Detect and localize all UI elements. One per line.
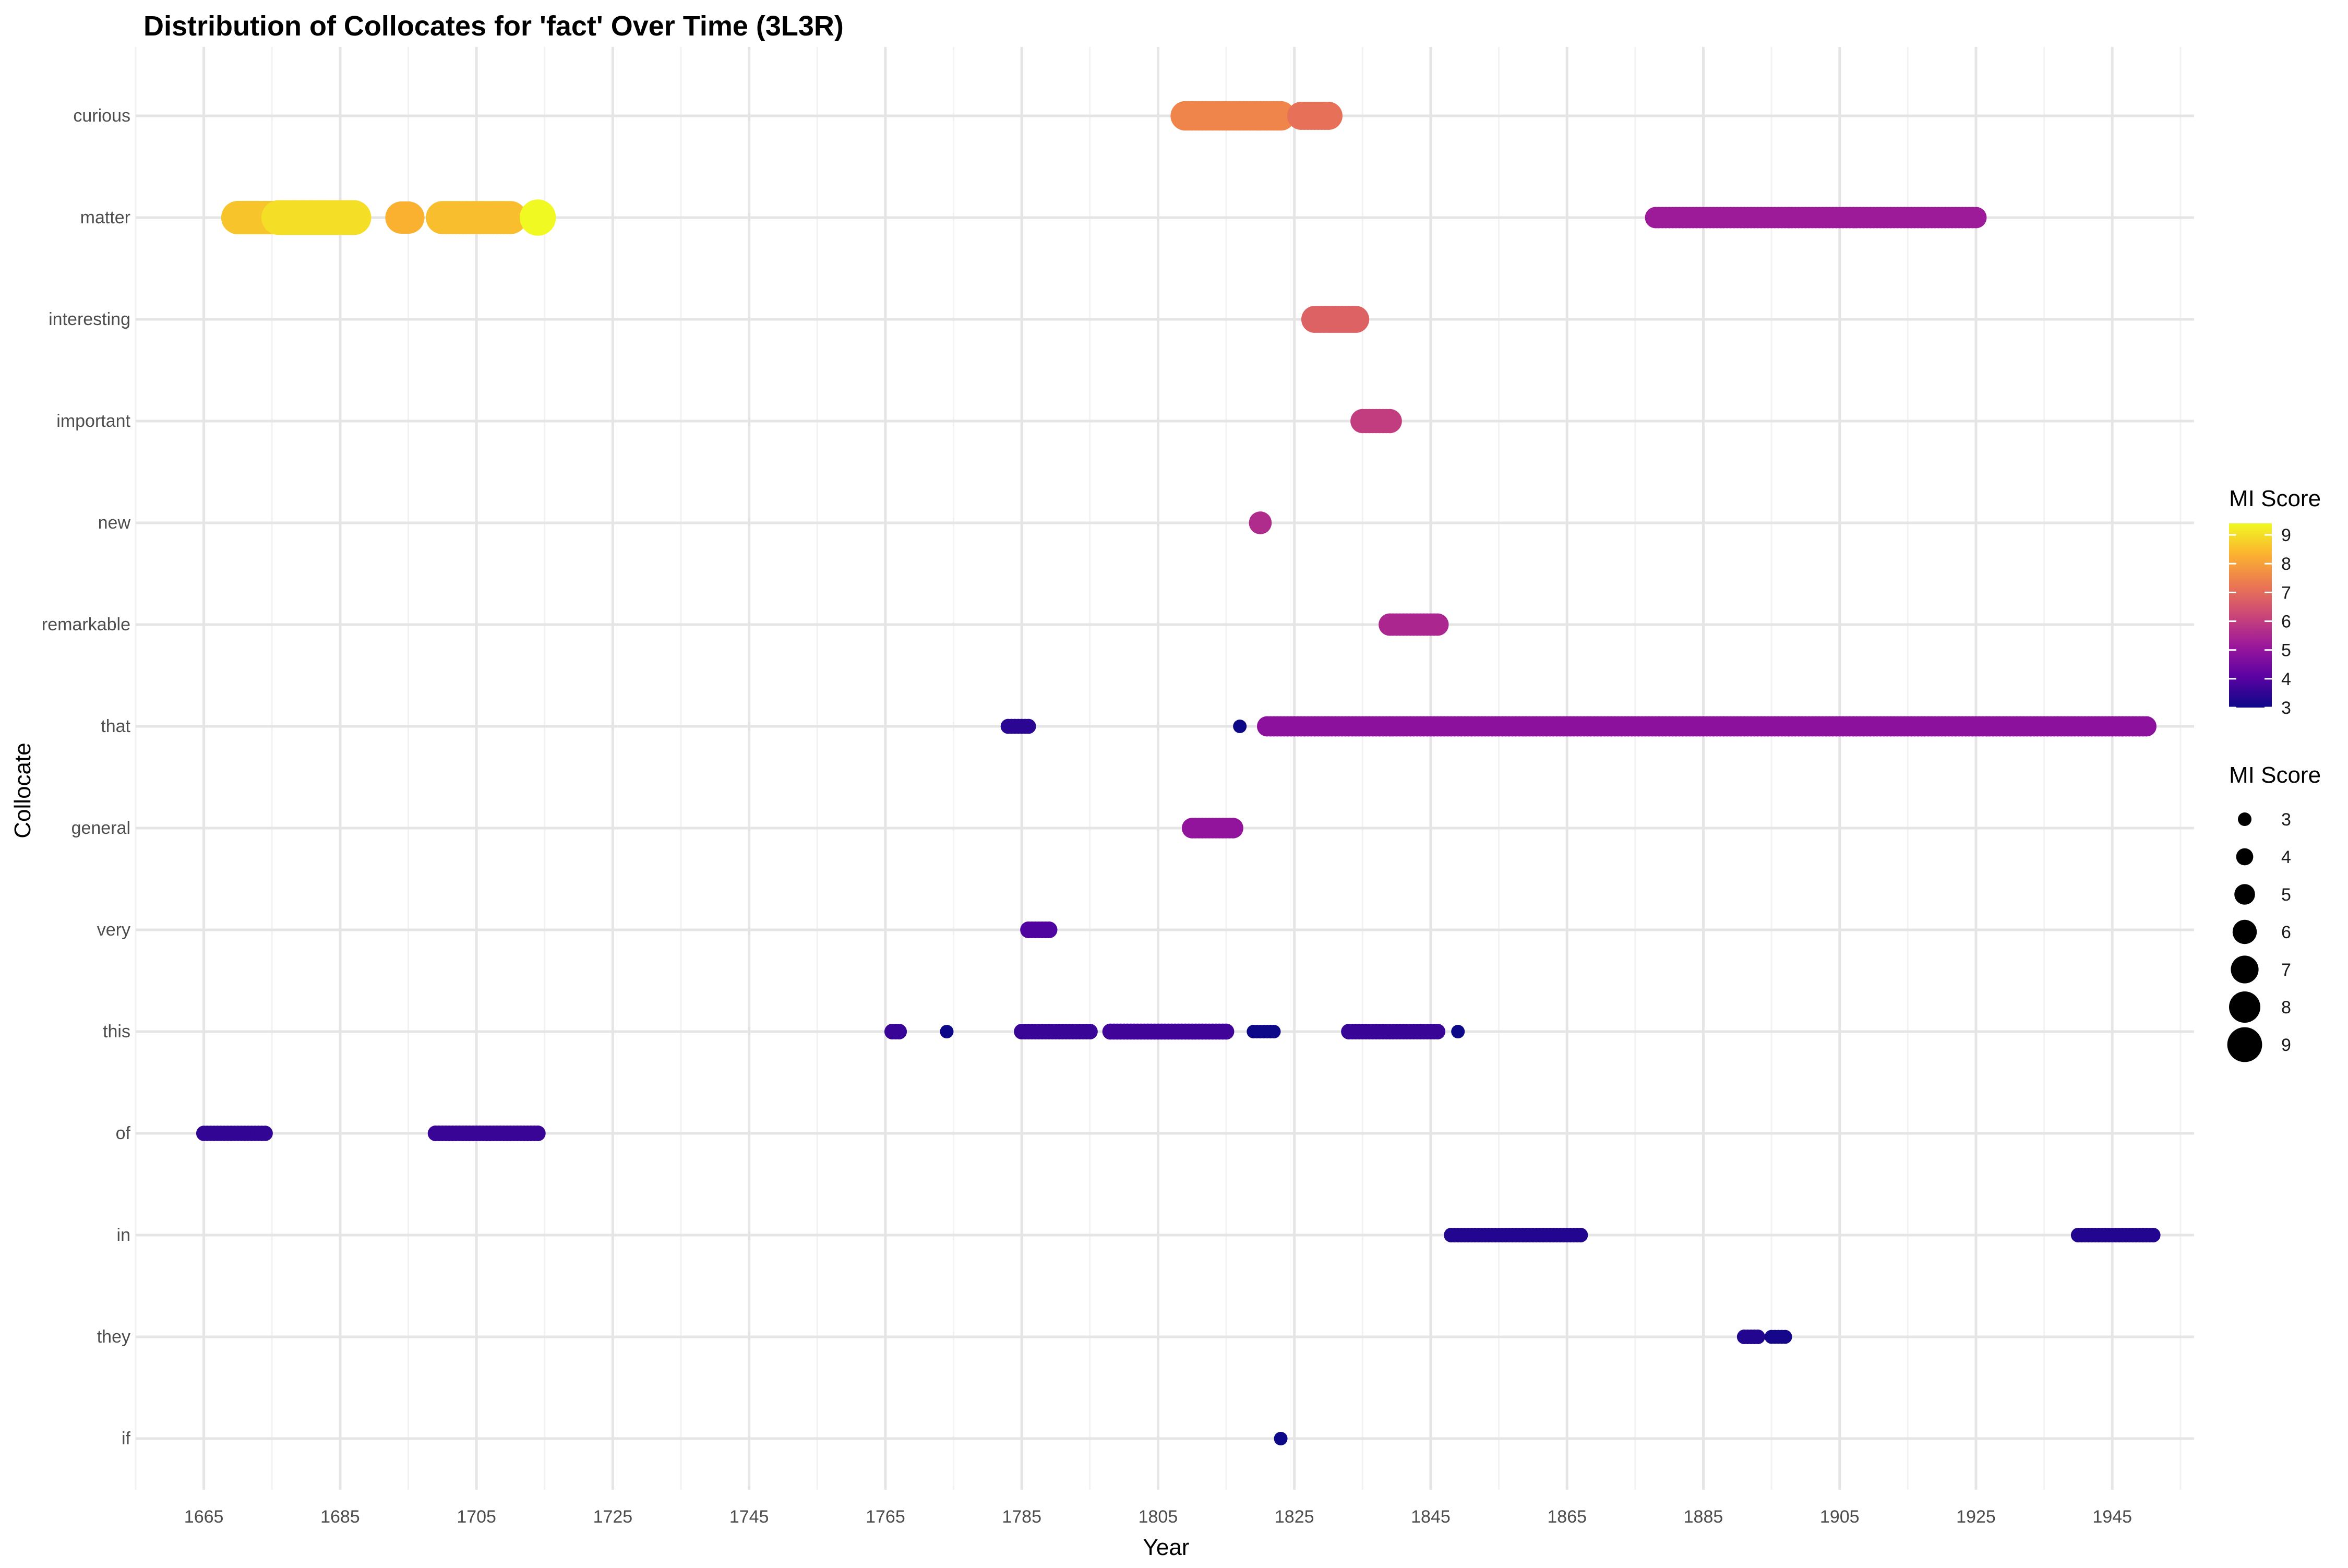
data-point xyxy=(1965,207,1987,229)
color-legend-label: 4 xyxy=(2281,669,2291,689)
data-point xyxy=(2136,716,2157,737)
x-tick-label: 1685 xyxy=(320,1507,360,1527)
data-points xyxy=(196,101,2161,1445)
y-tick-label: they xyxy=(97,1327,130,1347)
size-legend-label: 9 xyxy=(2281,1035,2291,1055)
y-tick-label: new xyxy=(98,513,131,533)
data-point xyxy=(392,201,425,234)
x-tick-label: 1825 xyxy=(1275,1507,1314,1527)
color-legend-title: MI Score xyxy=(2229,486,2321,511)
color-legend-label: 5 xyxy=(2281,641,2291,661)
data-point xyxy=(1266,101,1296,131)
data-point xyxy=(1750,1329,1765,1345)
data-point xyxy=(940,1025,954,1038)
size-legend-key xyxy=(2229,991,2260,1023)
data-point xyxy=(1082,1023,1098,1040)
x-tick-label: 1665 xyxy=(184,1507,224,1527)
y-tick-label: interesting xyxy=(49,309,130,329)
size-legend-key xyxy=(2236,848,2254,866)
y-tick-label: remarkable xyxy=(42,615,130,635)
y-axis-title: Collocate xyxy=(10,743,35,838)
data-point xyxy=(1223,818,1243,839)
data-point xyxy=(1377,409,1402,434)
y-tick-label: important xyxy=(56,411,130,431)
data-point xyxy=(1274,1432,1288,1445)
y-tick-label: general xyxy=(71,818,130,838)
size-legend-label: 4 xyxy=(2281,847,2291,867)
size-legend-label: 8 xyxy=(2281,998,2291,1018)
size-legend-label: 5 xyxy=(2281,885,2291,905)
x-tick-label: 1805 xyxy=(1139,1507,1178,1527)
color-legend-label: 8 xyxy=(2281,554,2291,574)
color-legend-label: 3 xyxy=(2281,698,2291,718)
y-tick-label: if xyxy=(122,1429,131,1449)
color-legend-label: 9 xyxy=(2281,525,2291,545)
size-legend-items: 3 4 5 6 7 8 9 xyxy=(2227,810,2291,1062)
size-legend-label: 3 xyxy=(2281,810,2291,830)
data-point xyxy=(1426,613,1449,636)
data-point xyxy=(1267,1025,1281,1038)
y-tick-label: in xyxy=(117,1225,130,1245)
data-point xyxy=(1342,306,1370,333)
x-tick-label: 1885 xyxy=(1684,1507,1723,1527)
data-point xyxy=(530,1125,546,1142)
color-legend-bar xyxy=(2229,523,2272,708)
size-legend-label: 6 xyxy=(2281,923,2291,942)
data-point xyxy=(1429,1023,1446,1040)
y-axis-ticks: if they in of this very general that remarkable n… xyxy=(42,106,131,1449)
data-point xyxy=(1451,1025,1465,1038)
data-point xyxy=(519,199,556,236)
x-tick-label: 1785 xyxy=(1002,1507,1041,1527)
color-legend-ticks: 3 4 5 6 7 8 9 xyxy=(2229,525,2291,718)
size-legend-key xyxy=(2238,812,2251,826)
color-legend: MI Score 3 4 5 6 7 8 9 xyxy=(2229,486,2321,718)
size-legend-label: 7 xyxy=(2281,960,2291,980)
data-point xyxy=(336,200,372,235)
data-point xyxy=(2146,1227,2161,1243)
data-point xyxy=(1233,720,1247,733)
y-tick-label: curious xyxy=(73,106,130,126)
size-legend: MI Score 3 4 5 6 7 8 9 xyxy=(2227,762,2321,1062)
y-tick-label: very xyxy=(97,920,130,940)
x-axis-title: Year xyxy=(1143,1535,1190,1560)
size-legend-title: MI Score xyxy=(2229,762,2321,788)
data-point xyxy=(1778,1330,1792,1344)
size-legend-key xyxy=(2227,1027,2262,1062)
data-point xyxy=(1249,511,1272,534)
x-tick-label: 1725 xyxy=(593,1507,633,1527)
data-point xyxy=(1218,1023,1235,1040)
x-tick-label: 1925 xyxy=(1956,1507,1996,1527)
data-point xyxy=(1314,102,1343,130)
chart-title: Distribution of Collocates for 'fact' Ov… xyxy=(143,10,844,42)
data-point xyxy=(1021,719,1036,734)
size-legend-key xyxy=(2234,884,2255,905)
y-tick-label: of xyxy=(116,1123,131,1143)
data-point xyxy=(494,201,528,234)
color-legend-label: 7 xyxy=(2281,583,2291,603)
x-tick-label: 1905 xyxy=(1820,1507,1860,1527)
x-tick-label: 1865 xyxy=(1547,1507,1587,1527)
size-legend-key xyxy=(2232,919,2257,944)
x-tick-label: 1745 xyxy=(729,1507,769,1527)
size-legend-key xyxy=(2231,955,2259,984)
x-tick-label: 1845 xyxy=(1411,1507,1451,1527)
data-point xyxy=(257,1126,273,1141)
x-axis-ticks: 1665 1685 1705 1725 1745 1765 1785 1805 1825 1845… xyxy=(184,1507,2132,1527)
data-point xyxy=(1040,921,1058,939)
x-tick-label: 1945 xyxy=(2092,1507,2132,1527)
y-tick-label: matter xyxy=(80,208,130,228)
color-legend-label: 6 xyxy=(2281,612,2291,632)
data-point xyxy=(1573,1227,1588,1243)
y-tick-label: that xyxy=(101,716,130,736)
data-point xyxy=(891,1023,907,1040)
y-tick-label: this xyxy=(103,1022,130,1042)
x-tick-label: 1765 xyxy=(866,1507,905,1527)
x-tick-label: 1705 xyxy=(457,1507,496,1527)
